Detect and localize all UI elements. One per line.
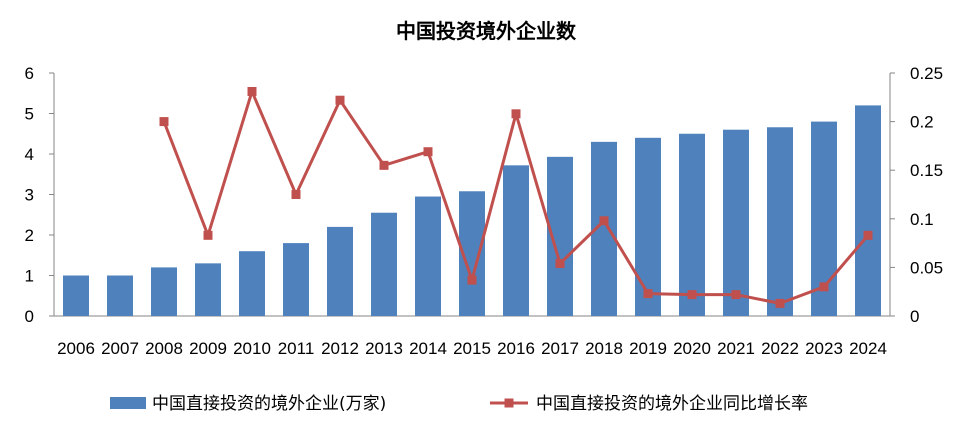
line-point xyxy=(775,298,785,308)
bar xyxy=(195,263,221,316)
bar xyxy=(239,251,265,316)
x-tick-label: 2013 xyxy=(365,339,403,358)
x-tick-label: 2010 xyxy=(233,339,271,358)
bar xyxy=(635,137,661,316)
line-point xyxy=(247,86,257,96)
x-tick-label: 2023 xyxy=(805,339,843,358)
x-tick-label: 2018 xyxy=(585,339,623,358)
bar xyxy=(723,129,749,316)
legend-label-line: 中国直接投资的境外企业同比增长率 xyxy=(536,394,808,414)
line-point xyxy=(643,289,653,299)
legend-swatch-marker xyxy=(504,398,514,408)
x-tick-label: 2012 xyxy=(321,339,359,358)
x-tick-label: 2020 xyxy=(673,339,711,358)
bar xyxy=(503,165,529,316)
line-point xyxy=(203,230,213,240)
x-tick-label: 2008 xyxy=(145,339,183,358)
bar xyxy=(63,275,89,316)
x-tick-label: 2024 xyxy=(849,339,887,358)
left-tick-label: 4 xyxy=(25,145,34,164)
line-point xyxy=(423,147,433,157)
plot-area: 0 1 2 3 4 5 6 0 0.05 0.1 0.15 0.2 0.25 2006 2007 2008 20… xyxy=(25,64,944,358)
x-tick-label: 2015 xyxy=(453,339,491,358)
line-point xyxy=(379,160,389,170)
left-tick-label: 1 xyxy=(25,267,34,286)
left-tick-label: 5 xyxy=(25,105,34,124)
x-tick-label: 2014 xyxy=(409,339,447,358)
x-tick-label: 2009 xyxy=(189,339,227,358)
line-point xyxy=(159,117,169,127)
right-tick-label: 0.25 xyxy=(910,64,943,83)
line-point xyxy=(467,275,477,285)
bar xyxy=(415,196,441,316)
left-tick-label: 3 xyxy=(25,186,34,205)
bar xyxy=(327,226,353,316)
bar xyxy=(855,105,881,317)
right-tick-label: 0.1 xyxy=(910,210,934,229)
x-tick-label: 2007 xyxy=(101,339,139,358)
bar xyxy=(107,275,133,316)
right-tick-label: 0.05 xyxy=(910,258,943,277)
bar xyxy=(767,127,793,317)
left-tick-label: 0 xyxy=(25,307,34,326)
x-tick-label: 2006 xyxy=(57,339,95,358)
left-tick-label: 2 xyxy=(25,226,34,245)
left-tick-label: 6 xyxy=(25,64,34,83)
x-tick-label: 2016 xyxy=(497,339,535,358)
right-tick-label: 0.15 xyxy=(910,161,943,180)
x-tick-label: 2017 xyxy=(541,339,579,358)
line-point xyxy=(335,95,345,105)
legend: 中国直接投资的境外企业(万家) 中国直接投资的境外企业同比增长率 xyxy=(110,394,808,414)
bar xyxy=(371,212,397,316)
line-point xyxy=(687,290,697,300)
line-point xyxy=(731,290,741,300)
x-tick-label: 2011 xyxy=(278,339,315,358)
x-tick-label: 2019 xyxy=(629,339,667,358)
bar xyxy=(151,267,177,316)
chart-title: 中国投资境外企业数 xyxy=(396,19,577,43)
bar xyxy=(283,243,309,316)
legend-swatch-bar xyxy=(110,397,146,409)
line-point xyxy=(863,230,873,240)
x-tick-label: 2022 xyxy=(761,339,799,358)
bar xyxy=(679,133,705,316)
line-point xyxy=(291,190,301,199)
right-tick-label: 0 xyxy=(910,307,919,326)
legend-label-bar: 中国直接投资的境外企业(万家) xyxy=(152,394,386,414)
line-point xyxy=(599,216,609,226)
line-point xyxy=(555,259,565,269)
line-point xyxy=(511,109,521,119)
x-tick-label: 2021 xyxy=(717,339,755,358)
right-tick-label: 0.2 xyxy=(910,113,934,132)
line-point xyxy=(819,282,829,292)
